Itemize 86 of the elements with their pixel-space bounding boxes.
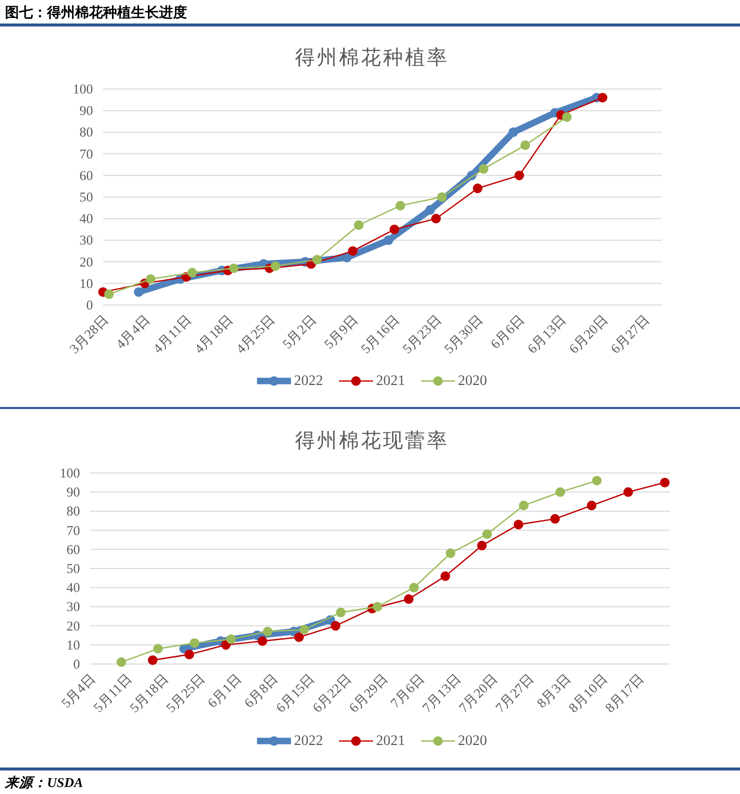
point: [336, 608, 346, 618]
point: [623, 487, 633, 497]
point: [270, 261, 280, 271]
point: [440, 571, 450, 581]
point: [520, 140, 530, 150]
point: [294, 632, 304, 642]
legend-label: 2022: [294, 733, 323, 749]
x-tick-label: 3月28日: [66, 312, 112, 356]
point: [148, 655, 158, 665]
y-tick-label: 60: [66, 542, 80, 557]
point: [404, 594, 414, 604]
point: [390, 224, 400, 234]
y-tick-label: 60: [80, 168, 94, 183]
point: [153, 644, 163, 654]
point: [555, 487, 566, 497]
y-tick-label: 20: [66, 618, 80, 634]
y-tick-label: 50: [80, 190, 94, 204]
point: [477, 540, 487, 550]
point: [190, 638, 200, 648]
point: [104, 289, 114, 299]
point: [396, 200, 406, 210]
legend-label: 2022: [294, 373, 323, 389]
point: [562, 112, 572, 122]
y-tick-label: 100: [72, 82, 94, 96]
point: [354, 220, 364, 230]
point: [134, 287, 144, 297]
y-tick-label: 30: [80, 232, 94, 248]
point: [312, 254, 322, 264]
chart-title: 得州棉花现蕾率: [295, 430, 449, 452]
point: [187, 268, 197, 278]
y-tick-label: 30: [66, 599, 80, 614]
point: [598, 92, 608, 102]
point: [478, 164, 488, 174]
point: [384, 235, 394, 245]
legend-label: 2021: [376, 373, 405, 389]
point: [514, 520, 524, 530]
point: [348, 246, 358, 256]
legend-label: 2020: [458, 733, 487, 749]
point: [372, 602, 382, 612]
y-tick-label: 20: [80, 254, 94, 270]
y-tick-label: 50: [66, 561, 80, 576]
y-tick-label: 70: [66, 522, 80, 538]
point: [514, 170, 524, 180]
point: [446, 548, 456, 558]
x-tick-label: 6月1日: [204, 670, 245, 711]
point: [592, 476, 602, 486]
y-tick-label: 10: [80, 276, 94, 291]
point: [550, 514, 560, 524]
y-tick-label: 0: [86, 298, 94, 312]
y-tick-label: 0: [73, 656, 80, 672]
y-tick-label: 40: [80, 211, 94, 226]
text: 图七：得州棉花种植生长进度: [5, 4, 187, 20]
y-tick-label: 10: [66, 637, 80, 652]
point: [518, 500, 528, 510]
point: [482, 529, 492, 539]
y-tick-label: 100: [60, 466, 80, 480]
point: [431, 214, 441, 224]
point: [409, 582, 419, 592]
source-note: 来源：USDA: [4, 775, 84, 790]
point: [146, 274, 156, 284]
point: [262, 626, 272, 636]
point: [116, 657, 126, 667]
point: [184, 650, 194, 660]
legend-label: 2020: [458, 373, 487, 389]
y-tick-label: 90: [80, 103, 94, 118]
y-tick-label: 80: [66, 504, 80, 519]
point: [229, 263, 239, 274]
point: [342, 252, 352, 262]
point: [299, 624, 310, 634]
y-tick-label: 80: [80, 124, 94, 140]
point: [226, 634, 236, 644]
point: [425, 205, 435, 215]
legend-label: 2021: [376, 733, 405, 749]
x-tick-label: 5月2日: [279, 312, 320, 352]
point: [508, 127, 518, 137]
point: [660, 478, 670, 488]
point: [437, 192, 447, 202]
y-tick-label: 70: [80, 146, 94, 162]
point: [258, 636, 268, 646]
y-tick-label: 40: [66, 580, 80, 596]
point: [472, 184, 482, 194]
point: [586, 500, 596, 510]
y-tick-label: 90: [66, 484, 80, 500]
point: [330, 621, 340, 631]
chart-title: 得州棉花种植率: [295, 47, 449, 69]
x-tick-label: 4月4日: [112, 312, 153, 352]
